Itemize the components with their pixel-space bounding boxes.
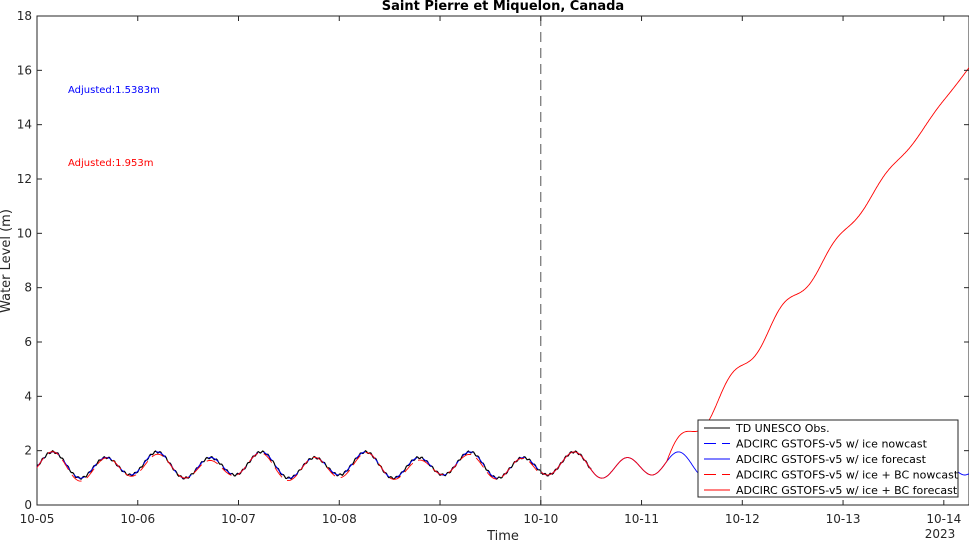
series-line-2 — [36, 451, 542, 479]
x-axis-label: Time — [486, 529, 519, 541]
series-line-4 — [36, 451, 542, 482]
x-tick-label: 10-12 — [725, 512, 760, 526]
y-tick-label: 6 — [24, 335, 32, 349]
y-axis-ticks: 0 2 4 6 8 10 12 14 16 18 — [17, 9, 969, 512]
legend-item-label: TD UNESCO Obs. — [735, 422, 830, 435]
legend-item-label: ADCIRC GSTOFS-v5 w/ ice + BC forecast — [736, 484, 958, 497]
legend-item-label: ADCIRC GSTOFS-v5 w/ ice nowcast — [736, 438, 928, 451]
y-axis-label: Water Level (m) — [0, 209, 14, 313]
chart-title: Saint Pierre et Miquelon, Canada — [382, 0, 624, 14]
x-tick-label: 10-13 — [826, 512, 861, 526]
legend-item-label: ADCIRC GSTOFS-v5 w/ ice forecast — [736, 453, 927, 466]
y-tick-label: 18 — [17, 9, 32, 23]
x-tick-label: 10-07 — [221, 512, 256, 526]
annotation-adjusted-ice-bc: Adjusted:1.953m — [68, 158, 154, 169]
series-line-5 — [540, 67, 969, 479]
x-tick-label: 10-14 — [926, 512, 961, 526]
y-tick-label: 8 — [24, 281, 32, 295]
x-tick-label: 10-09 — [423, 512, 458, 526]
x-axis-year-label: 2023 — [925, 527, 956, 541]
y-tick-label: 10 — [17, 226, 32, 240]
x-tick-label: 10-11 — [624, 512, 659, 526]
x-axis-ticks: 10-05 10-06 10-07 10-08 10-09 10-10 10-11 10-12… — [20, 16, 961, 526]
x-tick-label: 10-06 — [120, 512, 155, 526]
legend: TD UNESCO Obs. ADCIRC GSTOFS-v5 w/ ice no… — [697, 419, 959, 498]
y-tick-label: 4 — [24, 389, 32, 403]
legend-item-label: ADCIRC GSTOFS-v5 w/ ice + BC nowcast — [736, 469, 959, 482]
y-tick-label: 16 — [17, 63, 32, 77]
x-tick-label: 10-05 — [20, 512, 55, 526]
y-tick-label: 0 — [24, 498, 32, 512]
x-tick-label: 10-08 — [322, 512, 357, 526]
y-tick-label: 12 — [17, 172, 32, 186]
legend-box — [697, 419, 959, 498]
series-line-1 — [36, 450, 592, 480]
y-tick-label: 2 — [24, 444, 32, 458]
annotation-adjusted-ice: Adjusted:1.5383m — [68, 85, 160, 96]
y-tick-label: 14 — [17, 118, 32, 132]
x-tick-label: 10-10 — [523, 512, 558, 526]
